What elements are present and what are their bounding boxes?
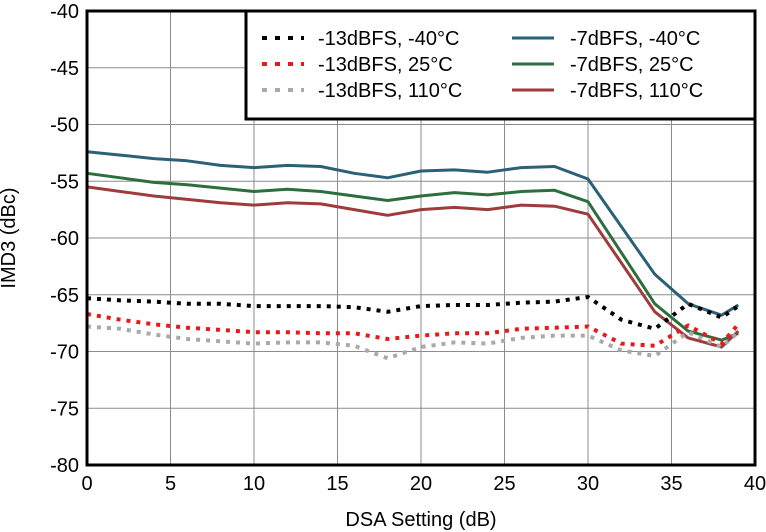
series-line-0 <box>86 295 740 331</box>
legend: -13dBFS, -40°C -13dBFS, 25°C -13dBFS, 110°… <box>244 9 757 121</box>
legend-label-1: -13dBFS, 25°C <box>318 54 453 76</box>
x-tick-label: 0 <box>81 473 92 495</box>
series-line-3 <box>86 150 740 317</box>
x-tick-label: 20 <box>410 473 432 495</box>
series-line-2 <box>86 324 740 361</box>
legend-box <box>244 9 757 121</box>
y-tick-label: -70 <box>50 342 79 364</box>
x-tick-label: 5 <box>165 473 176 495</box>
y-tick-label: -40 <box>50 1 79 23</box>
legend-label-2: -13dBFS, 110°C <box>318 80 462 102</box>
x-tick-label: 35 <box>660 473 682 495</box>
y-tick-label: -45 <box>50 58 79 80</box>
y-tick-label: -55 <box>50 171 79 193</box>
series-line-4 <box>86 171 739 342</box>
y-tick-label: -65 <box>50 285 79 307</box>
x-axis-label: DSA Setting (dB) <box>345 509 496 531</box>
legend-label-0: -13dBFS, -40°C <box>318 28 459 50</box>
x-tick-label: 40 <box>744 473 766 495</box>
y-tick-label: -80 <box>50 455 79 477</box>
x-tick-label: 30 <box>577 473 599 495</box>
x-tick-labels: 0 5 10 15 20 25 30 35 40 <box>81 473 766 495</box>
legend-label-5: -7dBFS, 110°C <box>570 80 703 102</box>
y-tick-labels: -80 -75 -70 -65 -60 -55 -50 -45 -40 <box>50 1 79 477</box>
y-tick-label: -75 <box>50 398 79 420</box>
x-tick-label: 15 <box>326 473 348 495</box>
y-axis-label: IMD3 (dBc) <box>0 187 20 288</box>
legend-label-4: -7dBFS, 25°C <box>570 54 694 76</box>
series-line-5 <box>86 185 740 349</box>
x-tick-label: 25 <box>493 473 515 495</box>
y-tick-label: -60 <box>50 228 79 250</box>
series-line-1 <box>86 312 740 348</box>
legend-label-3: -7dBFS, -40°C <box>570 28 700 50</box>
x-tick-label: 10 <box>243 473 265 495</box>
y-tick-label: -50 <box>50 115 79 137</box>
series-layer <box>86 150 740 361</box>
